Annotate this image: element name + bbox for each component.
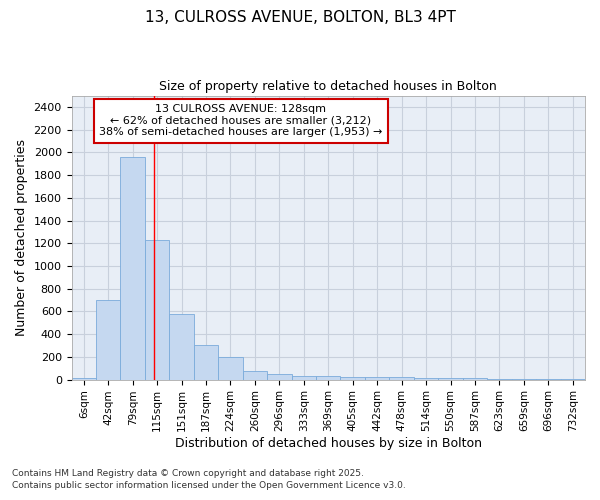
Bar: [463, 378, 487, 380]
Bar: [487, 379, 512, 380]
Title: Size of property relative to detached houses in Bolton: Size of property relative to detached ho…: [160, 80, 497, 93]
Text: 13, CULROSS AVENUE, BOLTON, BL3 4PT: 13, CULROSS AVENUE, BOLTON, BL3 4PT: [145, 10, 455, 25]
Bar: [365, 378, 389, 380]
Bar: [169, 314, 194, 380]
Bar: [316, 376, 340, 380]
Bar: [292, 376, 316, 380]
Text: Contains HM Land Registry data © Crown copyright and database right 2025.
Contai: Contains HM Land Registry data © Crown c…: [12, 469, 406, 490]
Bar: [218, 358, 242, 380]
Bar: [194, 345, 218, 380]
Bar: [242, 370, 267, 380]
Bar: [414, 378, 438, 380]
X-axis label: Distribution of detached houses by size in Bolton: Distribution of detached houses by size …: [175, 437, 482, 450]
Bar: [267, 374, 292, 380]
Y-axis label: Number of detached properties: Number of detached properties: [15, 139, 28, 336]
Bar: [389, 377, 414, 380]
Bar: [145, 240, 169, 380]
Bar: [438, 378, 463, 380]
Text: 13 CULROSS AVENUE: 128sqm
← 62% of detached houses are smaller (3,212)
38% of se: 13 CULROSS AVENUE: 128sqm ← 62% of detac…: [99, 104, 383, 138]
Bar: [71, 378, 96, 380]
Bar: [121, 157, 145, 380]
Bar: [560, 379, 585, 380]
Bar: [536, 379, 560, 380]
Bar: [340, 378, 365, 380]
Bar: [96, 300, 121, 380]
Bar: [512, 379, 536, 380]
